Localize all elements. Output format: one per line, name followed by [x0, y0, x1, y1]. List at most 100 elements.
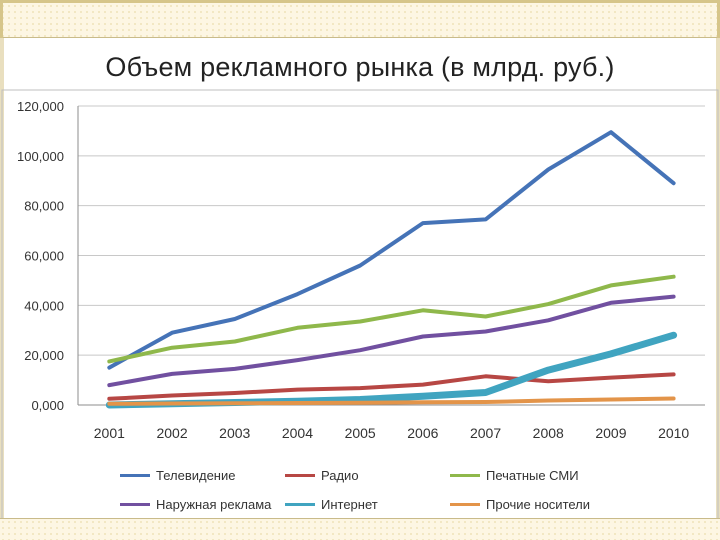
data-point	[547, 400, 549, 402]
data-point	[296, 402, 298, 404]
slide-bottom-band	[0, 518, 720, 540]
data-point	[485, 401, 487, 403]
data-point	[422, 222, 424, 224]
data-point	[108, 398, 110, 400]
data-point	[485, 375, 487, 377]
legend-label: Интернет	[321, 497, 378, 512]
slide-top-band-corner	[717, 3, 720, 41]
data-point	[485, 330, 487, 332]
x-tick-label: 2008	[533, 425, 564, 441]
legend-label: Наружная реклама	[156, 497, 272, 512]
data-point	[610, 399, 612, 401]
legend-swatch	[450, 474, 480, 477]
data-point	[422, 395, 424, 397]
data-point	[171, 347, 173, 349]
data-point	[610, 284, 612, 286]
data-point	[234, 340, 236, 342]
legend-swatch	[285, 474, 315, 477]
data-point	[296, 293, 298, 295]
data-point	[171, 332, 173, 334]
legend-item: Телевидение	[120, 468, 285, 483]
data-point	[108, 403, 110, 405]
data-point	[485, 316, 487, 318]
y-tick-label: 40,000	[24, 298, 64, 313]
x-tick-label: 2004	[282, 425, 313, 441]
data-point	[171, 395, 173, 397]
legend-item: Наружная реклама	[120, 497, 285, 512]
x-tick-label: 2010	[658, 425, 689, 441]
data-point	[673, 373, 675, 375]
data-point	[547, 303, 549, 305]
data-point	[359, 321, 361, 323]
data-point	[234, 402, 236, 404]
legend-swatch	[120, 503, 150, 506]
data-point	[610, 377, 612, 379]
legend-label: Радио	[321, 468, 359, 483]
data-point	[673, 296, 675, 298]
data-point	[171, 403, 173, 405]
series-line	[107, 396, 676, 406]
data-point	[359, 399, 361, 401]
data-point	[422, 401, 424, 403]
data-point	[547, 369, 549, 371]
data-point	[547, 380, 549, 382]
y-tick-label: 100,000	[17, 149, 64, 164]
x-tick-label: 2007	[470, 425, 501, 441]
x-tick-label: 2003	[219, 425, 250, 441]
data-point	[108, 384, 110, 386]
y-tick-label: 20,000	[24, 348, 64, 363]
legend-label: Прочие носители	[486, 497, 591, 512]
slide-top-band-corner	[0, 3, 3, 41]
data-point	[234, 392, 236, 394]
x-tick-label: 2009	[595, 425, 626, 441]
slide-top-band	[0, 0, 720, 41]
legend-label: Печатные СМИ	[486, 468, 579, 483]
data-point	[171, 373, 173, 375]
data-point	[296, 327, 298, 329]
data-point	[359, 402, 361, 404]
data-point	[234, 368, 236, 370]
data-point	[422, 335, 424, 337]
data-point	[108, 360, 110, 362]
legend-item: Печатные СМИ	[450, 468, 640, 483]
data-point	[234, 318, 236, 320]
legend-item: Интернет	[285, 497, 450, 512]
data-point	[610, 353, 612, 355]
legend-swatch	[120, 474, 150, 477]
legend-swatch	[450, 503, 480, 506]
x-tick-label: 2006	[407, 425, 438, 441]
y-tick-label: 0,000	[31, 398, 64, 413]
data-point	[422, 309, 424, 311]
series-line	[107, 274, 676, 364]
chart-legend: Телевидение Радио Печатные СМИ Наружная рек…	[120, 468, 640, 512]
data-point	[296, 389, 298, 391]
data-point	[422, 384, 424, 386]
legend-item: Радио	[285, 468, 450, 483]
data-point	[485, 392, 487, 394]
data-point	[547, 169, 549, 171]
series-line	[107, 294, 676, 388]
data-point	[359, 264, 361, 266]
data-point	[485, 218, 487, 220]
data-point	[108, 367, 110, 369]
data-point	[673, 276, 675, 278]
data-point	[610, 131, 612, 133]
data-point	[359, 349, 361, 351]
legend-swatch	[285, 503, 315, 506]
chart-title: Объем рекламного рынка (в млрд. руб.)	[105, 52, 615, 82]
x-tick-label: 2005	[345, 425, 376, 441]
legend-item: Прочие носители	[450, 497, 640, 512]
series-line	[107, 130, 676, 370]
y-tick-label: 60,000	[24, 249, 64, 264]
data-point	[547, 319, 549, 321]
data-point	[610, 302, 612, 304]
y-tick-label: 120,000	[17, 99, 64, 114]
data-point	[359, 387, 361, 389]
x-tick-label: 2002	[156, 425, 187, 441]
data-point	[673, 182, 675, 184]
data-point	[673, 334, 675, 336]
series-line	[107, 372, 676, 401]
data-point	[673, 398, 675, 400]
legend-label: Телевидение	[156, 468, 236, 483]
